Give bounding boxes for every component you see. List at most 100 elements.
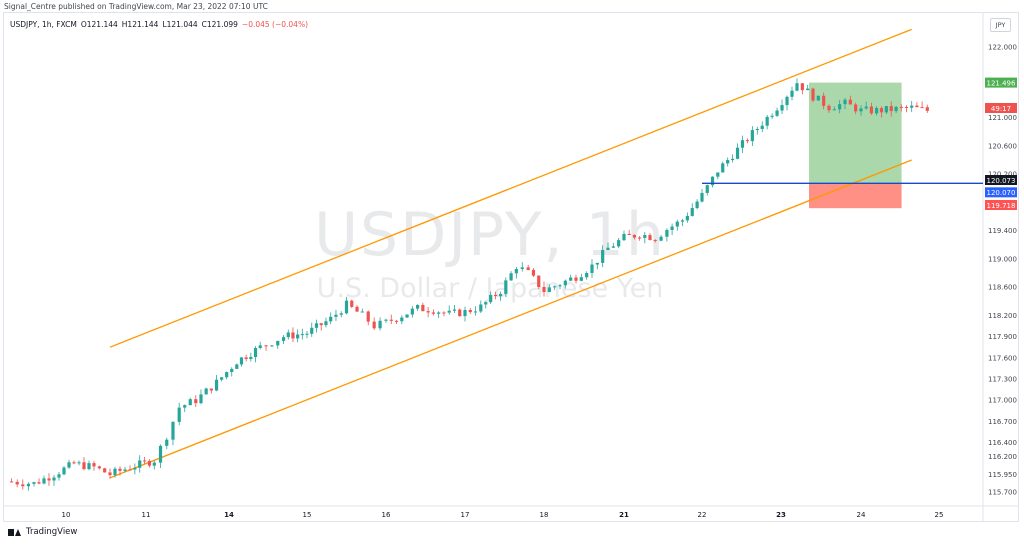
price-label-text: 49:17 [991,105,1011,113]
legend-open: O121.144 [80,20,118,29]
candle-body [355,306,359,312]
candle-body [138,460,142,468]
y-tick-label: 119.000 [988,255,1017,263]
candle-body [864,106,868,109]
candle-body [133,467,137,470]
candle-body [15,481,19,485]
candle-body [52,477,56,481]
candle-body [884,106,888,113]
candle-body [740,140,745,148]
y-tick-label: 122.000 [988,44,1017,52]
candle-body [177,407,181,422]
candle-body [627,233,631,235]
candle-body [537,275,541,287]
candle-body [194,399,198,404]
candle-body [595,262,599,265]
candle-body [188,399,192,406]
candle-body [494,294,498,297]
candle-body [10,481,14,483]
candle-body [21,484,25,487]
candle-body [270,345,274,347]
chart-frame [3,12,1019,522]
x-tick-label: 15 [303,511,312,519]
candle-body [421,304,425,312]
y-tick-label: 117.900 [988,333,1017,341]
y-tick-label: 120.600 [988,142,1017,150]
candle-body [838,104,842,110]
candle-body [710,176,715,186]
candle-body [832,109,836,111]
x-tick-label: 23 [776,511,786,519]
candle-body [372,321,376,329]
candle-body [452,309,457,311]
candle-body [32,482,36,484]
candle-body [276,340,280,346]
currency-button[interactable]: JPY [990,18,1011,32]
candle-body [235,364,239,369]
candle-body [705,185,709,193]
candle-body [230,368,234,373]
candle-body [800,83,804,91]
candle-body [282,337,286,341]
candle-body [574,277,578,281]
candle-body [780,105,784,111]
candle-body [665,229,669,237]
candle-body [42,478,46,484]
legend-symbol[interactable]: USDJPY, 1h, FXCM [10,20,77,29]
candle-body [770,115,774,117]
candle-body [158,445,163,463]
y-tick-label: 117.600 [988,354,1017,362]
candle-body [795,83,799,91]
candle-body [816,95,820,101]
candle-body [685,215,689,221]
candle-body [77,462,81,464]
candle-body [296,334,300,339]
candle-body [611,246,615,248]
candle-body [204,388,208,395]
candle-body [806,88,810,91]
legend-high: H121.144 [121,20,159,29]
candle-body [765,116,769,126]
candle-body [638,237,642,239]
symbol-legend: USDJPY, 1h, FXCM O121.144 H121.144 L121.… [10,20,308,29]
candle-body [389,319,393,321]
candle-body [590,264,594,273]
candle-body [648,235,652,241]
candle-body [249,357,253,359]
candle-body [447,310,451,313]
footer-brand[interactable]: TradingView [26,527,78,537]
candle-body [360,311,364,313]
candle-body [509,273,513,281]
candle-body [199,394,203,404]
candle-body [97,466,101,469]
candle-body [123,469,127,471]
candle-body [670,226,674,230]
candle-body [811,88,815,101]
candle-body [925,107,929,111]
legend-low: L121.044 [162,20,198,29]
candle-body [431,312,435,314]
candle-body [489,294,493,303]
x-tick-label: 18 [540,511,549,519]
candle-body [183,405,187,408]
channel-lower-line [109,159,912,479]
candle-body [520,267,524,270]
candle-body [585,272,589,278]
candle-body [410,308,414,315]
candle-body [319,323,323,326]
candle-body [869,106,873,114]
candle-body [47,478,51,481]
candle-body [601,250,605,263]
candle-body [400,317,404,322]
candle-body [264,345,268,347]
y-tick-label: 116.200 [988,453,1017,461]
candle-body [526,267,530,270]
candle-body [498,293,503,297]
candle-body [416,304,420,309]
candle-body [904,106,909,108]
candle-body [735,147,740,159]
candle-body [314,323,319,328]
x-tick-label: 25 [935,511,944,519]
price-label-box [985,187,1017,198]
